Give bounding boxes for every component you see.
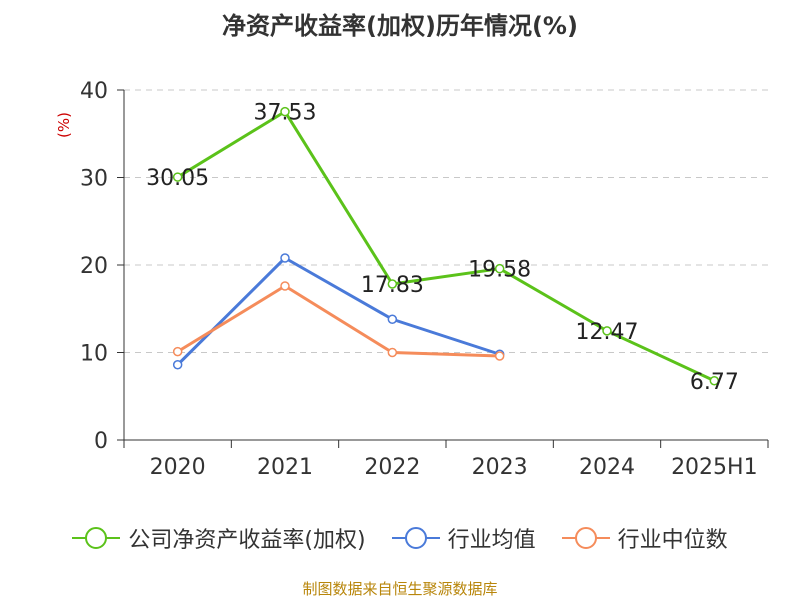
data-point: [172, 346, 183, 357]
data-point: [280, 281, 290, 291]
series-line: [176, 256, 501, 366]
data-point: [494, 263, 505, 274]
data-point: [387, 279, 398, 289]
data-label: 30.05: [146, 166, 209, 191]
data-label: 6.77: [690, 370, 739, 395]
series-line: [176, 284, 500, 358]
y-tick-label: 40: [80, 79, 108, 104]
legend-label: 行业均值: [447, 528, 536, 553]
y-tick-label: 20: [80, 254, 108, 279]
data-label: 19.58: [468, 258, 531, 283]
data-label: 37.53: [254, 101, 317, 126]
data-label: 12.47: [576, 320, 639, 345]
source-note: 制图数据来自恒生聚源数据库: [302, 580, 498, 598]
y-tick-label: 0: [94, 429, 108, 454]
x-tick-label: 2020: [150, 455, 206, 480]
data-label: 17.83: [361, 273, 424, 298]
series-line: [176, 110, 715, 383]
legend-item[interactable]: 行业均值: [391, 522, 536, 554]
x-tick-label: 2021: [257, 455, 313, 480]
data-point: [709, 376, 720, 386]
x-tick-label: 2025H1: [671, 455, 758, 480]
legend-swatch-icon: [72, 526, 121, 550]
data-point: [387, 314, 398, 324]
data-point: [494, 351, 505, 361]
data-point: [280, 106, 290, 117]
legend-swatch-icon: [561, 526, 610, 550]
chart-title: 净资产收益率(加权)历年情况(%): [222, 12, 578, 40]
data-point: [602, 326, 612, 336]
y-tick-label: 30: [80, 167, 108, 192]
legend-label: 公司净资产收益率(加权): [128, 528, 366, 553]
data-point: [387, 347, 398, 358]
data-point: [172, 172, 183, 182]
x-tick-label: 2023: [472, 455, 528, 480]
legend: 公司净资产收益率(加权) 行业均值 行业中位数: [0, 518, 800, 558]
data-point: [172, 360, 183, 370]
y-tick-label: 10: [80, 342, 108, 367]
legend-item[interactable]: 行业中位数: [561, 522, 728, 554]
legend-item[interactable]: 公司净资产收益率(加权): [72, 522, 366, 554]
x-tick-label: 2024: [579, 455, 635, 480]
x-tick-label: 2022: [364, 455, 420, 480]
data-point: [280, 253, 290, 263]
y-axis-label: (%): [55, 112, 73, 138]
legend-swatch-icon: [391, 526, 440, 550]
legend-label: 行业中位数: [617, 528, 728, 553]
